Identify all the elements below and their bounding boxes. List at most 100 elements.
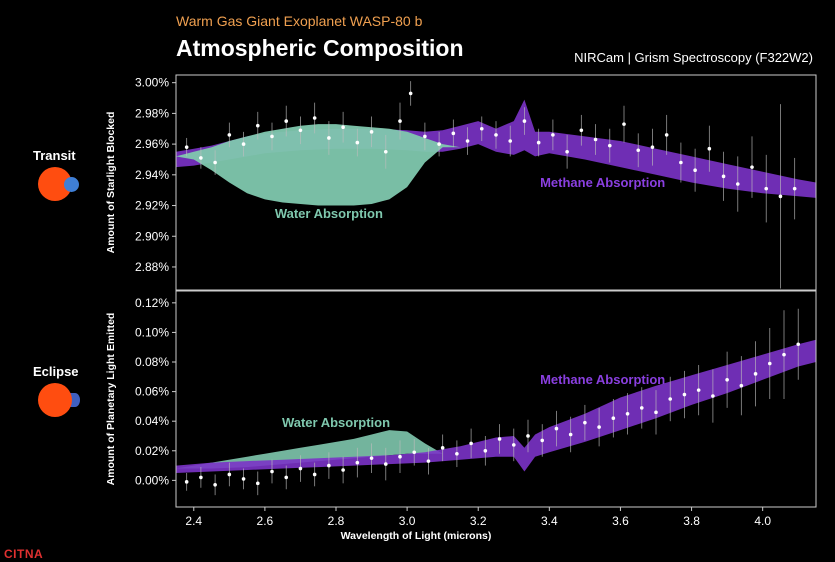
transit-data-point <box>383 149 388 154</box>
eclipse-data-point <box>383 462 388 466</box>
transit-data-point <box>494 133 498 137</box>
transit-data-point <box>199 156 203 160</box>
eclipse-ytick-label: 0.00% <box>135 473 169 487</box>
eclipse-ytick-label: 0.12% <box>135 296 169 310</box>
eclipse-xlabel: Wavelength of Light (microns) <box>341 530 492 542</box>
eclipse-data-point <box>270 469 274 474</box>
eclipse-data-point <box>711 394 715 398</box>
eclipse-ytick-label: 0.08% <box>135 355 169 369</box>
transit-data-point <box>184 145 189 149</box>
eclipse-xtick-label: 3.0 <box>399 514 416 528</box>
eclipse-data-point <box>796 342 801 347</box>
eclipse-ytick-label: 0.02% <box>135 444 169 458</box>
transit-data-point <box>636 148 641 153</box>
transit-data-point <box>764 186 769 191</box>
transit-icon <box>38 167 82 203</box>
eclipse-methane-annotation: Methane Absorption <box>540 372 665 387</box>
eclipse-ytick-label: 0.10% <box>135 325 169 339</box>
eclipse-data-point <box>369 456 374 460</box>
eclipse-data-point <box>184 480 189 484</box>
transit-data-point <box>270 134 274 139</box>
eclipse-data-point <box>284 475 289 480</box>
transit-data-point <box>369 130 374 134</box>
eclipse-icon <box>38 383 82 419</box>
eclipse-data-point <box>469 441 473 446</box>
transit-plot-area <box>176 81 816 289</box>
transit-data-point <box>298 128 303 133</box>
transit-data-point <box>735 182 740 186</box>
transit-data-point <box>241 142 246 146</box>
planet-disc <box>70 393 80 407</box>
eclipse-data-point <box>540 438 545 443</box>
transit-data-point <box>607 143 612 148</box>
transit-label: Transit <box>33 148 76 163</box>
eclipse-data-point <box>767 361 772 366</box>
eclipse-frame <box>175 290 817 508</box>
planet-disc <box>64 177 79 192</box>
star-disc <box>38 383 72 417</box>
eclipse-data-point <box>355 460 360 465</box>
transit-frame <box>175 74 817 291</box>
transit-data-point <box>721 174 726 179</box>
eclipse-xtick-label: 2.4 <box>185 514 202 528</box>
eclipse-data-point <box>511 443 516 447</box>
transit-ylabel: Amount of Starlight Blocked <box>105 112 117 254</box>
transit-data-point <box>536 140 541 145</box>
transit-data-point <box>522 119 527 123</box>
transit-data-point <box>750 165 754 169</box>
transit-data-point <box>327 136 331 140</box>
transit-data-point <box>679 160 683 165</box>
transit-ytick-label: 2.90% <box>135 229 169 243</box>
eclipse-data-point <box>199 475 203 480</box>
transit-data-point <box>465 139 470 143</box>
eclipse-data-point <box>625 411 630 416</box>
transit-ytick-label: 2.94% <box>135 168 169 182</box>
transit-data-point <box>213 160 217 165</box>
transit-methane-annotation: Methane Absorption <box>540 175 665 190</box>
transit-data-point <box>479 126 484 131</box>
eclipse-data-point <box>483 448 488 453</box>
transit-data-point <box>408 91 413 96</box>
eclipse-data-point <box>213 483 217 487</box>
eclipse-data-point <box>654 410 658 415</box>
transit-data-point <box>312 116 317 120</box>
eclipse-data-point <box>782 352 786 357</box>
transit-data-point <box>284 119 289 123</box>
transit-data-point <box>778 194 783 199</box>
eclipse-xtick-label: 3.8 <box>683 514 700 528</box>
eclipse-data-point <box>739 383 744 388</box>
transit-data-point <box>398 119 402 123</box>
eclipse-xtick-label: 4.0 <box>754 514 771 528</box>
transit-ytick-label: 2.98% <box>135 106 169 120</box>
eclipse-xtick-label: 3.6 <box>612 514 629 528</box>
eclipse-data-point <box>682 392 687 397</box>
eclipse-data-point <box>412 450 417 455</box>
eclipse-data-point <box>227 472 232 477</box>
transit-ytick-label: 2.92% <box>135 199 169 213</box>
transit-data-point <box>579 128 584 133</box>
transit-data-point <box>650 145 655 149</box>
eclipse-panel: 0.12% 0.10% 0.08% 0.06% 0.04% 0.02% 0.00% Amoun… <box>105 290 817 542</box>
transit-ytick-label: 2.96% <box>135 137 169 151</box>
chart-subtitle: Warm Gas Giant Exoplanet WASP-80 b <box>176 13 423 29</box>
transit-data-point <box>451 131 456 136</box>
eclipse-data-point <box>241 477 246 481</box>
eclipse-ytick-label: 0.04% <box>135 414 169 428</box>
eclipse-band-methane <box>176 339 816 473</box>
transit-data-point <box>551 133 555 137</box>
eclipse-data-point <box>753 372 758 376</box>
transit-ytick-label: 3.00% <box>135 76 169 90</box>
transit-data-point <box>664 133 669 137</box>
transit-data-point <box>508 139 513 143</box>
transit-data-point <box>622 122 626 126</box>
transit-water-annotation: Water Absorption <box>275 206 383 221</box>
transit-data-point <box>707 146 712 151</box>
eclipse-data-point <box>455 451 459 456</box>
eclipse-data-point <box>426 459 431 463</box>
instrument-label: NIRCam | Grism Spectroscopy (F322W2) <box>574 50 813 65</box>
eclipse-xtick-label: 2.8 <box>328 514 345 528</box>
eclipse-data-point <box>725 377 729 382</box>
eclipse-data-point <box>696 388 701 392</box>
transit-data-point <box>227 133 232 137</box>
